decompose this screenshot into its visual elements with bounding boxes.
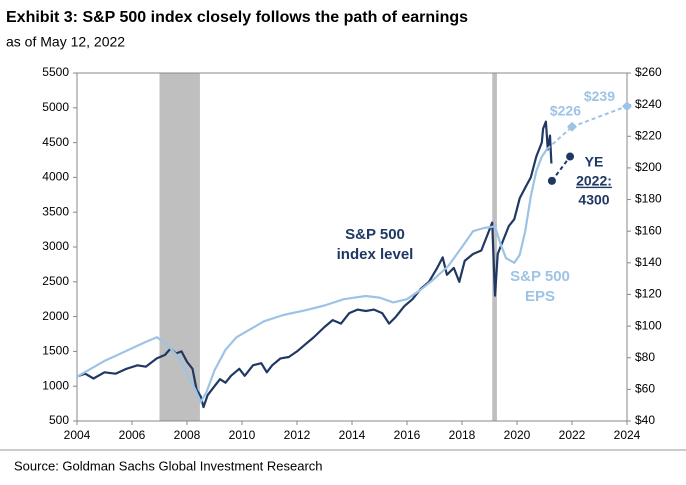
series-label-line: S&P 500 bbox=[510, 268, 570, 285]
y-tick-label: 4000 bbox=[42, 170, 69, 184]
recession-band bbox=[492, 73, 497, 421]
annotation: YE bbox=[585, 154, 604, 170]
marker bbox=[622, 101, 632, 112]
value-label: $239 bbox=[584, 88, 615, 104]
x-tick-label: 2004 bbox=[64, 428, 91, 442]
y-tick-label: 3500 bbox=[42, 204, 69, 218]
y-tick-label: 5500 bbox=[42, 65, 69, 79]
y-tick-label: 1500 bbox=[42, 344, 69, 358]
x-tick-label: 2020 bbox=[504, 428, 531, 442]
chart-title: Exhibit 3: S&P 500 index closely follows… bbox=[6, 9, 468, 26]
projection-line bbox=[551, 155, 571, 182]
y-tick-label: 2000 bbox=[42, 309, 69, 323]
x-tick-label: 2006 bbox=[119, 428, 146, 442]
series-label-line: EPS bbox=[525, 288, 555, 305]
recession-band bbox=[159, 73, 200, 421]
series-line bbox=[76, 120, 553, 409]
y2-tick-label: $60 bbox=[635, 382, 655, 396]
value-label: $226 bbox=[550, 102, 581, 118]
y-tick-label: 500 bbox=[49, 413, 69, 427]
y2-tick-label: $100 bbox=[635, 318, 662, 332]
y2-tick-label: $140 bbox=[635, 255, 662, 269]
marker bbox=[566, 152, 575, 161]
source: Source: Goldman Sachs Global Investment … bbox=[14, 458, 323, 473]
y2-tick-label: $180 bbox=[635, 192, 662, 206]
y-tick-label: 1000 bbox=[42, 378, 69, 392]
y2-tick-label: $240 bbox=[635, 97, 662, 111]
y2-tick-label: $120 bbox=[635, 287, 662, 301]
x-tick-label: 2016 bbox=[394, 428, 421, 442]
y2-tick-label: $40 bbox=[635, 413, 655, 427]
series-label-line: index level bbox=[337, 246, 414, 263]
y2-tick-label: $160 bbox=[635, 223, 662, 237]
marker bbox=[547, 176, 556, 185]
chart-subtitle: as of May 12, 2022 bbox=[6, 34, 125, 50]
x-tick-label: 2010 bbox=[229, 428, 256, 442]
projection-connector bbox=[546, 126, 573, 150]
x-tick-label: 2008 bbox=[174, 428, 201, 442]
y2-tick-label: $260 bbox=[635, 65, 662, 79]
y-tick-label: 2500 bbox=[42, 274, 69, 288]
y2-tick-label: $220 bbox=[635, 128, 662, 142]
annotation: 2022: bbox=[576, 173, 612, 189]
series-label: S&P 500 EPS bbox=[510, 268, 570, 305]
x-tick-label: 2018 bbox=[449, 428, 476, 442]
projection-line bbox=[571, 105, 628, 128]
x-tick-label: 2024 bbox=[614, 428, 641, 442]
y-tick-label: 5000 bbox=[42, 100, 69, 114]
y-tick-label: 3000 bbox=[42, 239, 69, 253]
y-tick-label: 4500 bbox=[42, 135, 69, 149]
x-tick-label: 2014 bbox=[339, 428, 366, 442]
annotation: 4300 bbox=[578, 192, 609, 208]
series-label-line: S&P 500 bbox=[345, 226, 405, 243]
y2-tick-label: $200 bbox=[635, 160, 662, 174]
x-tick-label: 2022 bbox=[559, 428, 586, 442]
y2-tick-label: $80 bbox=[635, 350, 655, 364]
series-label: S&P 500 index level bbox=[337, 226, 414, 263]
series-line bbox=[76, 148, 549, 404]
x-tick-label: 2012 bbox=[284, 428, 311, 442]
